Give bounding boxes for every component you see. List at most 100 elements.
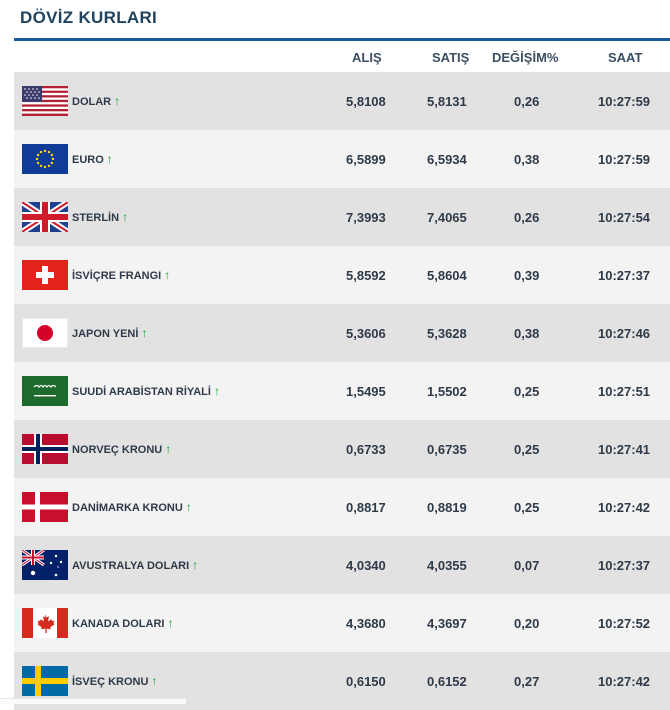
currency-name: İSVEÇ KRONU xyxy=(72,676,149,688)
currency-name-link[interactable]: AVUSTRALYA DOLARI ↑ xyxy=(72,558,198,572)
column-header-alis[interactable]: ALIŞ xyxy=(352,50,382,65)
currency-name: AVUSTRALYA DOLARI xyxy=(72,560,190,572)
cell-degisim: 0,20 xyxy=(514,616,540,631)
cell-saat: 10:27:59 xyxy=(598,94,651,109)
trend-up-arrow-icon: ↑ xyxy=(151,674,158,688)
table-row[interactable]: AVUSTRALYA DOLARI ↑ 4,0340 4,0355 0,07 10:27:… xyxy=(14,536,670,594)
currency-name: NORVEÇ KRONU xyxy=(72,444,163,456)
cell-degisim: 0,38 xyxy=(514,326,540,341)
cell-degisim: 0,25 xyxy=(514,384,540,399)
currency-name-link[interactable]: EURO ↑ xyxy=(72,152,113,166)
currency-name-link[interactable]: DOLAR ↑ xyxy=(72,94,120,108)
eu-flag-icon xyxy=(22,144,68,174)
table-row[interactable]: STERLİN ↑ 7,3993 7,4065 0,26 10:27:54 xyxy=(14,188,670,246)
cell-degisim: 0,25 xyxy=(514,442,540,457)
currency-name: KANADA DOLARI xyxy=(72,618,165,630)
trend-up-arrow-icon: ↑ xyxy=(122,210,129,224)
cell-alis: 5,3606 xyxy=(346,326,386,341)
cell-degisim: 0,26 xyxy=(514,210,540,225)
trend-up-arrow-icon: ↑ xyxy=(114,94,121,108)
cell-satis: 4,3697 xyxy=(427,616,467,631)
title-underline xyxy=(14,38,670,41)
cell-saat: 10:27:41 xyxy=(598,442,651,457)
currency-name: STERLİN xyxy=(72,212,120,224)
currency-name-link[interactable]: İSVİÇRE FRANGI ↑ xyxy=(72,268,170,282)
table-row[interactable]: DOLAR ↑ 5,8108 5,8131 0,26 10:27:59 xyxy=(14,72,670,130)
currency-name: SUUDİ ARABİSTAN RİYALİ xyxy=(72,386,211,398)
cell-saat: 10:27:54 xyxy=(598,210,651,225)
trend-up-arrow-icon: ↑ xyxy=(165,442,172,456)
cell-satis: 0,6152 xyxy=(427,674,467,689)
currency-name-link[interactable]: NORVEÇ KRONU ↑ xyxy=(72,442,171,456)
cell-degisim: 0,07 xyxy=(514,558,540,573)
cell-satis: 0,8819 xyxy=(427,500,467,515)
column-header-degisim[interactable]: DEĞİŞİM% xyxy=(492,50,559,65)
trend-up-arrow-icon: ↑ xyxy=(106,152,113,166)
uk-flag-icon xyxy=(22,202,68,232)
cell-satis: 5,8131 xyxy=(427,94,467,109)
cell-degisim: 0,25 xyxy=(514,500,540,515)
column-header-saat[interactable]: SAAT xyxy=(608,50,643,65)
cell-saat: 10:27:51 xyxy=(598,384,651,399)
cell-alis: 0,6150 xyxy=(346,674,386,689)
cell-saat: 10:27:59 xyxy=(598,152,651,167)
cell-alis: 4,3680 xyxy=(346,616,386,631)
currency-name: JAPON YENİ xyxy=(72,328,139,340)
currency-name-link[interactable]: SUUDİ ARABİSTAN RİYALİ ↑ xyxy=(72,384,220,398)
currency-name: EURO xyxy=(72,154,104,166)
usa-flag-icon xyxy=(22,86,68,116)
currency-name-link[interactable]: JAPON YENİ ↑ xyxy=(72,326,147,340)
trend-up-arrow-icon: ↑ xyxy=(141,326,148,340)
cell-alis: 1,5495 xyxy=(346,384,386,399)
cell-alis: 0,6733 xyxy=(346,442,386,457)
page-title: DÖVİZ KURLARI xyxy=(20,8,158,27)
cell-saat: 10:27:37 xyxy=(598,268,651,283)
currency-name: İSVİÇRE FRANGI xyxy=(72,270,162,282)
cell-alis: 0,8817 xyxy=(346,500,386,515)
currency-name-link[interactable]: STERLİN ↑ xyxy=(72,210,128,224)
trend-up-arrow-icon: ↑ xyxy=(167,616,174,630)
swiss-flag-icon xyxy=(22,260,68,290)
cell-degisim: 0,38 xyxy=(514,152,540,167)
norway-flag-icon xyxy=(22,434,68,464)
cell-degisim: 0,27 xyxy=(514,674,540,689)
cell-satis: 5,3628 xyxy=(427,326,467,341)
cell-satis: 5,8604 xyxy=(427,268,467,283)
denmark-flag-icon xyxy=(22,492,68,522)
cell-saat: 10:27:46 xyxy=(598,326,651,341)
cell-alis: 6,5899 xyxy=(346,152,386,167)
table-row[interactable]: EURO ↑ 6,5899 6,5934 0,38 10:27:59 xyxy=(14,130,670,188)
cell-saat: 10:27:52 xyxy=(598,616,651,631)
canada-flag-icon xyxy=(22,608,68,638)
cell-satis: 4,0355 xyxy=(427,558,467,573)
cell-alis: 4,0340 xyxy=(346,558,386,573)
trend-up-arrow-icon: ↑ xyxy=(164,268,171,282)
sweden-flag-icon xyxy=(22,666,68,696)
australia-flag-icon xyxy=(22,550,68,580)
cell-saat: 10:27:37 xyxy=(598,558,651,573)
currency-name-link[interactable]: DANİMARKA KRONU ↑ xyxy=(72,500,192,514)
cell-saat: 10:27:42 xyxy=(598,674,651,689)
table-header: ALIŞ SATIŞ DEĞİŞİM% SAAT xyxy=(14,41,670,72)
japan-flag-icon xyxy=(22,318,68,348)
cell-alis: 5,8592 xyxy=(346,268,386,283)
cell-satis: 6,5934 xyxy=(427,152,467,167)
currency-name: DOLAR xyxy=(72,96,112,108)
cell-degisim: 0,26 xyxy=(514,94,540,109)
table-row[interactable]: JAPON YENİ ↑ 5,3606 5,3628 0,38 10:27:46 xyxy=(14,304,670,362)
trend-up-arrow-icon: ↑ xyxy=(213,384,220,398)
horizontal-scrollbar[interactable] xyxy=(0,698,186,704)
table-row[interactable]: SUUDİ ARABİSTAN RİYALİ ↑ 1,5495 1,5502 0,25 1… xyxy=(14,362,670,420)
trend-up-arrow-icon: ↑ xyxy=(185,500,192,514)
currency-name-link[interactable]: İSVEÇ KRONU ↑ xyxy=(72,674,157,688)
saudi-flag-icon xyxy=(22,376,68,406)
table-row[interactable]: NORVEÇ KRONU ↑ 0,6733 0,6735 0,25 10:27:41 xyxy=(14,420,670,478)
currency-name-link[interactable]: KANADA DOLARI ↑ xyxy=(72,616,173,630)
table-row[interactable]: KANADA DOLARI ↑ 4,3680 4,3697 0,20 10:27:52 xyxy=(14,594,670,652)
cell-saat: 10:27:42 xyxy=(598,500,651,515)
cell-alis: 7,3993 xyxy=(346,210,386,225)
table-row[interactable]: İSVİÇRE FRANGI ↑ 5,8592 5,8604 0,39 10:27:37 xyxy=(14,246,670,304)
column-header-satis[interactable]: SATIŞ xyxy=(432,50,470,65)
cell-satis: 0,6735 xyxy=(427,442,467,457)
table-row[interactable]: DANİMARKA KRONU ↑ 0,8817 0,8819 0,25 10:27:42 xyxy=(14,478,670,536)
